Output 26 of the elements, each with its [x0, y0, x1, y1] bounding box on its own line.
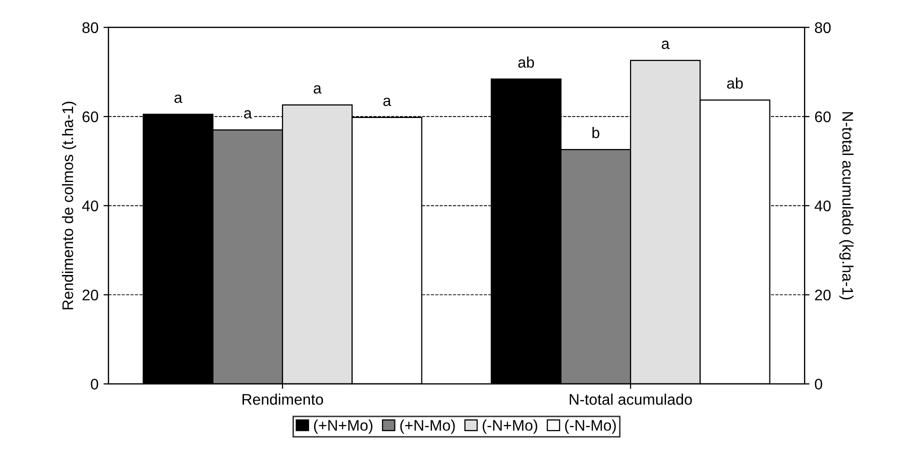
data-label: a: [383, 98, 392, 106]
data-label: b: [592, 126, 600, 138]
y-axis-title: Rendimento de colmos (t.ha-1): [62, 102, 76, 310]
y-tick-label: 20: [82, 290, 98, 300]
y-tick-label: 40: [82, 200, 98, 212]
y2-tick-label: 40: [814, 200, 831, 212]
legend-label: (-N-Mo): [565, 420, 616, 434]
legend-label: (-N+Mo): [482, 420, 538, 434]
legend-label: (+N-Mo): [400, 420, 455, 434]
y2-tick-label: 60: [815, 111, 831, 122]
data-label: a: [662, 40, 670, 50]
y2-tick-label: 0: [814, 378, 822, 390]
y2-tick-label: 20: [815, 290, 831, 300]
x-tick-label: Rendimento: [242, 394, 324, 405]
data-label: a: [314, 85, 322, 94]
data-label: a: [244, 110, 252, 119]
y2-tick-label: 80: [814, 22, 831, 34]
x-tick-label: N-total acumulado: [570, 394, 692, 405]
y2-axis-title: N-total acumulado (kg.ha-1): [839, 112, 854, 300]
y-tick-label: 60: [82, 111, 98, 122]
data-label: ab: [727, 77, 743, 89]
y-tick-label: 80: [82, 22, 98, 34]
data-label: a: [174, 94, 182, 103]
y-tick-label: 0: [90, 378, 98, 390]
data-label: ab: [518, 56, 534, 68]
legend-label: (+N+Mo): [314, 420, 372, 434]
